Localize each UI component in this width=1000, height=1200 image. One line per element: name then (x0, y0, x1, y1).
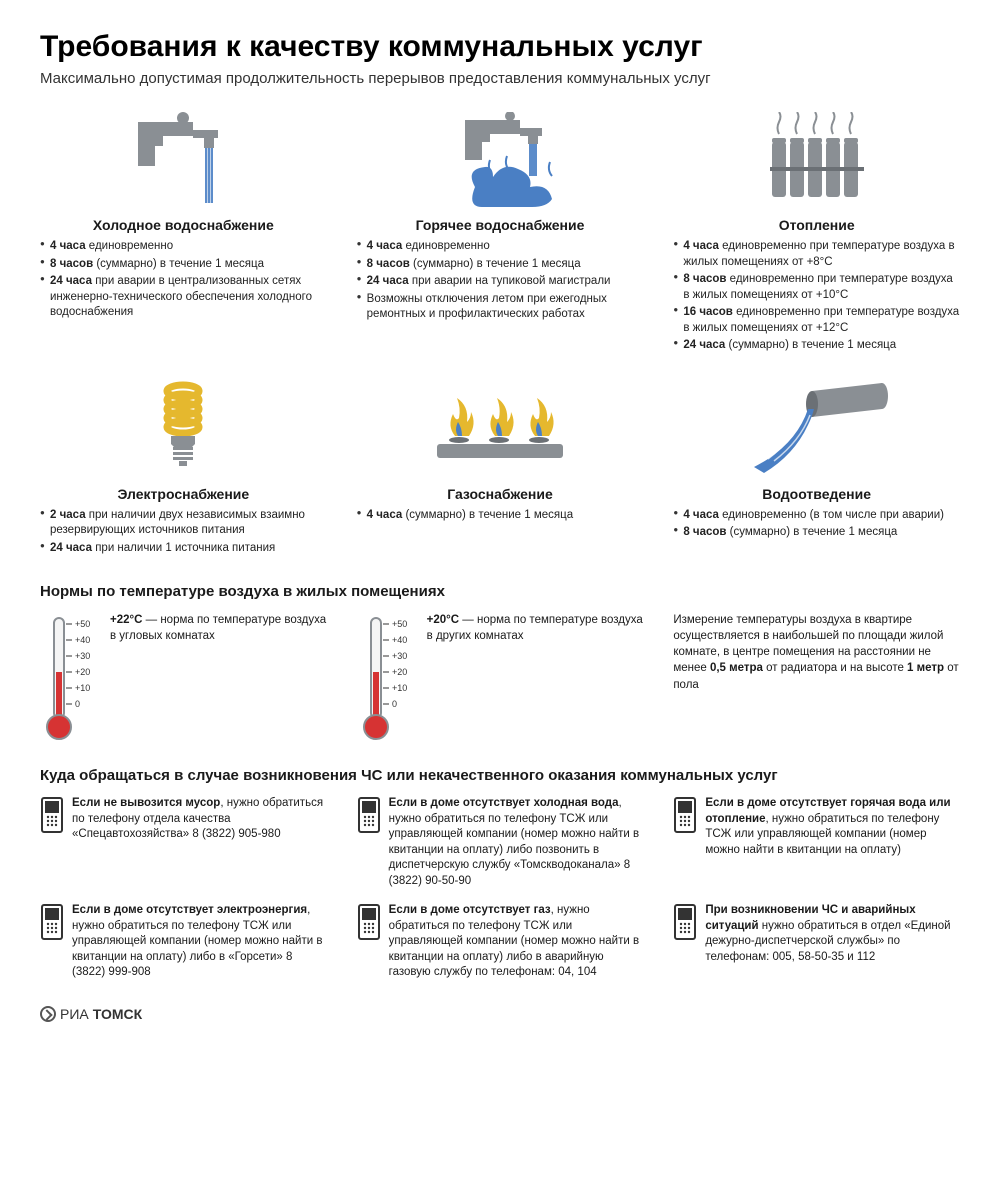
contact-text: Если не вывозится мусор, нужно обратитьс… (72, 796, 327, 889)
service-title: Горячее водоснабжение (357, 217, 644, 233)
service-electricity: Электроснабжение 2 часа при наличии двух… (40, 376, 327, 559)
cold-water-icon (40, 107, 327, 207)
list-item: 24 часа при наличии 1 источника питания (40, 541, 327, 557)
phone-icon (40, 903, 64, 941)
phone-icon (673, 903, 697, 941)
list-item: 16 часов единовременно при температуре в… (673, 305, 960, 336)
contacts-grid: Если не вывозится мусор, нужно обратитьс… (40, 796, 960, 981)
svg-text:+10: +10 (392, 683, 407, 693)
list-item: 2 часа при наличии двух независимых взаи… (40, 508, 327, 539)
list-item: Возможны отключения летом при ежегодных … (357, 292, 644, 323)
service-list: 4 часа единовременно 8 часов (суммарно) в… (40, 239, 327, 321)
logo-icon (40, 1006, 56, 1022)
page-title: Требования к качеству коммунальных услуг (40, 30, 960, 64)
svg-text:+10: +10 (75, 683, 90, 693)
temperature-row: +50 +40 +30 +20 +10 0 +22°С — норма по т… (40, 612, 960, 747)
temp-text-2: — норма по температуре воздуха в других … (427, 614, 643, 642)
phone-icon (40, 796, 64, 834)
temp-block-2: +50 +40 +30 +20 +10 0 +20°С — норма по т… (357, 612, 644, 747)
contact-text: Если в доме отсутствует горячая вода или… (705, 796, 960, 889)
contact-item: При возникновении ЧС и аварийных ситуаци… (673, 903, 960, 981)
phone-icon (357, 796, 381, 834)
contact-item: Если в доме отсутствует горячая вода или… (673, 796, 960, 889)
list-item: 4 часа единовременно (40, 239, 327, 255)
svg-text:+20: +20 (75, 667, 90, 677)
service-title: Отопление (673, 217, 960, 233)
contact-text: Если в доме отсутствует холодная вода, н… (389, 796, 644, 889)
contact-item: Если в доме отсутствует газ, нужно обрат… (357, 903, 644, 981)
service-gas: Газоснабжение 4 часа (суммарно) в течени… (357, 376, 644, 559)
temp-value-1: +22°С (110, 614, 142, 626)
service-title: Водоотведение (673, 486, 960, 502)
footer-logo: РИАТОМСК (40, 1006, 960, 1022)
svg-text:+50: +50 (392, 619, 407, 629)
service-title: Холодное водоснабжение (40, 217, 327, 233)
temp-value-2: +20°С (427, 614, 459, 626)
service-cold-water: Холодное водоснабжение 4 часа единовреме… (40, 107, 327, 356)
svg-text:+50: +50 (75, 619, 90, 629)
contact-text: Если в доме отсутствует электроэнергия, … (72, 903, 327, 981)
contact-item: Если в доме отсутствует холодная вода, н… (357, 796, 644, 889)
hot-water-icon (357, 107, 644, 207)
service-title: Газоснабжение (357, 486, 644, 502)
list-item: 8 часов (суммарно) в течение 1 месяца (673, 525, 960, 541)
service-list: 2 часа при наличии двух независимых взаи… (40, 508, 327, 557)
services-grid: Холодное водоснабжение 4 часа единовреме… (40, 107, 960, 558)
electricity-icon (40, 376, 327, 476)
list-item: 4 часа единовременно (в том числе при ав… (673, 508, 960, 524)
contact-text: При возникновении ЧС и аварийных ситуаци… (705, 903, 960, 981)
gas-icon (357, 376, 644, 476)
list-item: 24 часа при аварии в централизованных се… (40, 274, 327, 321)
temp-note: Измерение температуры воздуха в квартире… (673, 612, 960, 747)
list-item: 24 часа при аварии на тупиковой магистра… (357, 274, 644, 290)
svg-text:+40: +40 (75, 635, 90, 645)
heating-icon (673, 107, 960, 207)
list-item: 4 часа единовременно (357, 239, 644, 255)
contact-item: Если не вывозится мусор, нужно обратитьс… (40, 796, 327, 889)
contact-item: Если в доме отсутствует электроэнергия, … (40, 903, 327, 981)
contact-text: Если в доме отсутствует газ, нужно обрат… (389, 903, 644, 981)
list-item: 8 часов единовременно при температуре во… (673, 272, 960, 303)
svg-text:0: 0 (75, 699, 80, 709)
list-item: 4 часа единовременно при температуре воз… (673, 239, 960, 270)
drainage-icon (673, 376, 960, 476)
service-title: Электроснабжение (40, 486, 327, 502)
list-item: 4 часа (суммарно) в течение 1 месяца (357, 508, 644, 524)
contacts-title: Куда обращаться в случае возникновения Ч… (40, 767, 960, 784)
page-subtitle: Максимально допустимая продолжительность… (40, 70, 960, 87)
temp-section-title: Нормы по температуре воздуха в жилых пом… (40, 583, 960, 600)
temp-block-1: +50 +40 +30 +20 +10 0 +22°С — норма по т… (40, 612, 327, 747)
service-list: 4 часа (суммарно) в течение 1 месяца (357, 508, 644, 524)
svg-text:+30: +30 (75, 651, 90, 661)
service-list: 4 часа единовременно (в том числе при ав… (673, 508, 960, 541)
thermometer-icon: +50 +40 +30 +20 +10 0 (357, 612, 417, 747)
temp-text-1: — норма по температуре воздуха в угловых… (110, 614, 326, 642)
service-list: 4 часа единовременно при температуре воз… (673, 239, 960, 354)
service-list: 4 часа единовременно 8 часов (суммарно) в… (357, 239, 644, 323)
phone-icon (357, 903, 381, 941)
svg-text:+30: +30 (392, 651, 407, 661)
svg-text:+40: +40 (392, 635, 407, 645)
list-item: 8 часов (суммарно) в течение 1 месяца (40, 257, 327, 273)
list-item: 24 часа (суммарно) в течение 1 месяца (673, 338, 960, 354)
service-heating: Отопление 4 часа единовременно при темпе… (673, 107, 960, 356)
list-item: 8 часов (суммарно) в течение 1 месяца (357, 257, 644, 273)
footer-brand: ТОМСК (93, 1006, 142, 1022)
phone-icon (673, 796, 697, 834)
thermometer-icon: +50 +40 +30 +20 +10 0 (40, 612, 100, 747)
svg-text:0: 0 (392, 699, 397, 709)
service-hot-water: Горячее водоснабжение 4 часа единовремен… (357, 107, 644, 356)
footer-prefix: РИА (60, 1006, 89, 1022)
service-drainage: Водоотведение 4 часа единовременно (в то… (673, 376, 960, 559)
svg-text:+20: +20 (392, 667, 407, 677)
